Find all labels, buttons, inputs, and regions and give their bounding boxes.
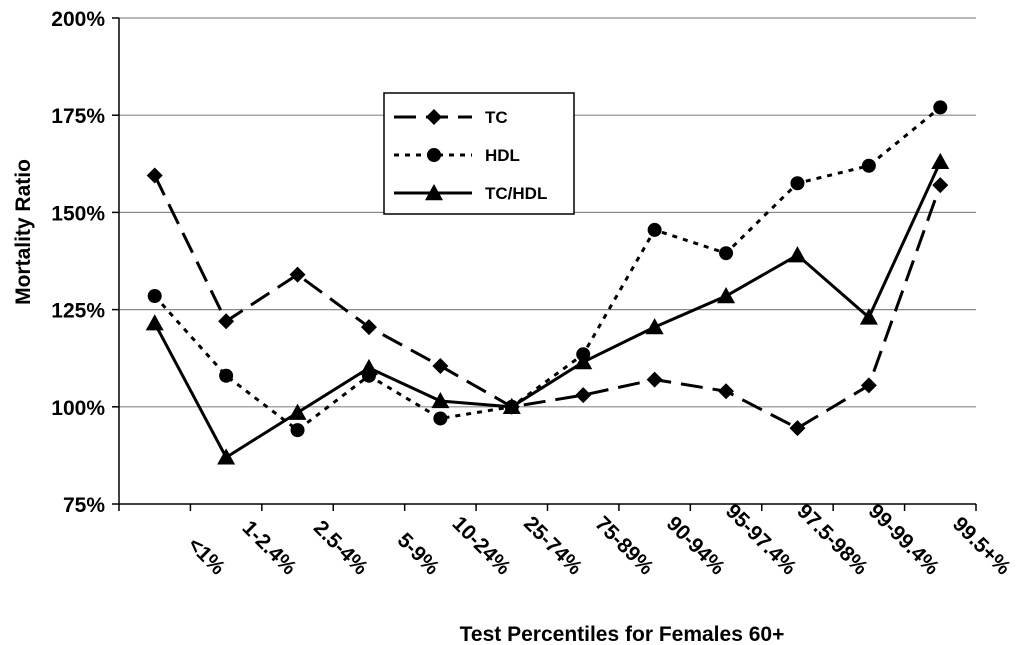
x-tick-label: 75-89% — [590, 512, 658, 580]
data-point — [431, 391, 450, 409]
data-point — [433, 411, 448, 426]
data-point — [359, 358, 378, 376]
x-tick-label: 1-2.4% — [238, 516, 302, 580]
data-point — [788, 246, 807, 263]
data-point — [288, 403, 307, 420]
data-point — [789, 420, 806, 437]
y-tick-label: 125% — [51, 300, 105, 323]
data-point — [790, 176, 805, 191]
data-point — [147, 288, 162, 303]
data-point — [717, 286, 736, 304]
data-point — [932, 177, 949, 194]
data-point — [860, 377, 877, 394]
x-tick-label: 95-97.4% — [721, 500, 801, 580]
data-point — [502, 397, 521, 414]
series — [145, 100, 950, 465]
series-line-tc — [153, 174, 942, 430]
x-tick-label: 99.5+% — [948, 512, 1015, 579]
x-tick-label: 5-9% — [393, 529, 444, 580]
y-tick-label: 100% — [51, 397, 105, 420]
data-point — [859, 308, 878, 325]
data-point — [645, 318, 664, 335]
series-line-tc-hdl — [153, 161, 942, 460]
x-tick-label: 25-74% — [519, 512, 587, 580]
x-tick-label: <1% — [183, 533, 230, 580]
data-point — [146, 167, 163, 184]
data-point — [861, 158, 876, 173]
data-point — [425, 184, 443, 201]
data-point — [719, 246, 734, 261]
data-point — [574, 353, 593, 370]
data-point — [426, 109, 442, 125]
series-line-hdl — [153, 106, 942, 433]
data-point — [145, 314, 164, 331]
data-point — [718, 383, 735, 400]
data-point — [290, 423, 305, 438]
data-point — [427, 148, 441, 162]
y-tick-label: 200% — [51, 8, 105, 31]
x-tick-label: 99-99.4% — [864, 500, 944, 580]
data-point — [289, 266, 306, 283]
data-point — [218, 313, 235, 330]
x-tick-label: 90-94% — [662, 512, 730, 580]
x-tick-label: 97.5-98% — [792, 500, 872, 580]
data-point — [219, 368, 234, 383]
data-point — [217, 448, 236, 465]
data-point — [646, 371, 663, 388]
legend-label: HDL — [485, 146, 520, 165]
x-tick-label: 10-24% — [448, 512, 516, 580]
y-tick-label: 75% — [63, 494, 105, 517]
y-axis-title: Mortality Ratio — [12, 159, 35, 305]
x-axis-title: Test Percentiles for Females 60+ — [460, 623, 785, 645]
data-point — [360, 319, 377, 336]
x-tick-label: 2.5-4% — [309, 516, 373, 580]
legend-label: TC/HDL — [485, 184, 547, 203]
data-point — [931, 152, 950, 170]
legend-label: TC — [485, 108, 508, 127]
data-point — [575, 387, 592, 404]
data-point — [647, 222, 662, 237]
y-tick-label: 175% — [51, 105, 105, 128]
data-point — [432, 357, 449, 374]
data-point — [933, 100, 948, 115]
y-tick-label: 150% — [51, 202, 105, 225]
axes — [112, 17, 977, 511]
legend: TC HDL TC/HDL — [383, 92, 575, 215]
